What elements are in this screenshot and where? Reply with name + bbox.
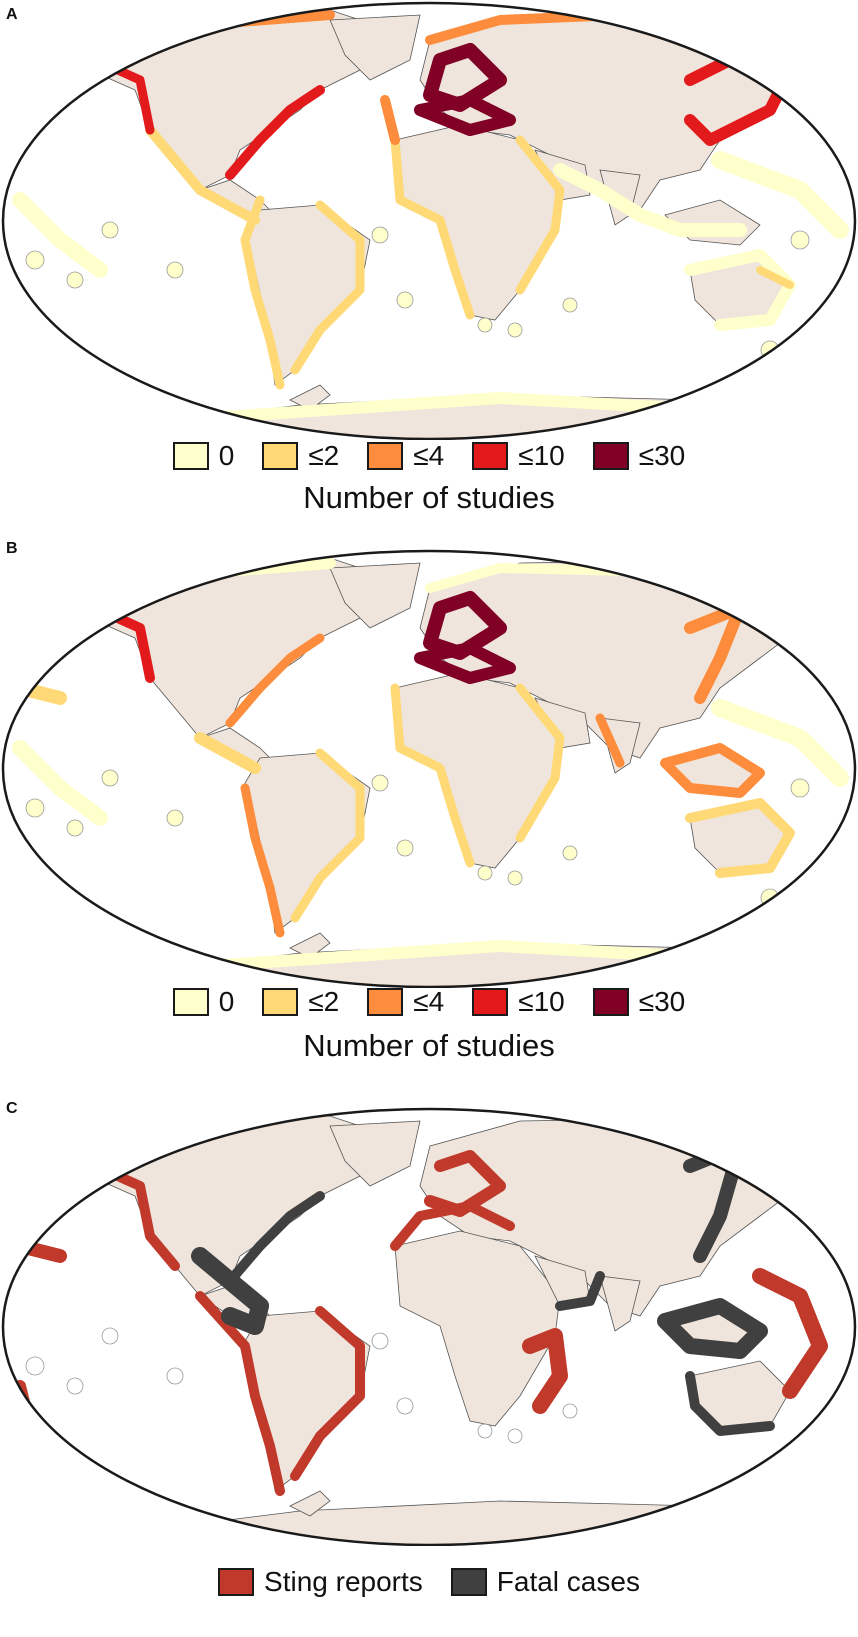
legend-c: Sting reports Fatal cases bbox=[0, 1566, 858, 1598]
legend-item: ≤4 bbox=[367, 986, 444, 1018]
legend-item: ≤10 bbox=[472, 440, 565, 472]
legend-swatch bbox=[592, 988, 629, 1016]
panel-b: B bbox=[0, 540, 858, 1080]
legend-swatch bbox=[472, 442, 509, 470]
legend-label: Fatal cases bbox=[496, 1566, 640, 1597]
legend-title: Number of studies bbox=[303, 1028, 555, 1063]
legend-label: ≤10 bbox=[518, 440, 565, 471]
legend-label: ≤10 bbox=[518, 986, 565, 1017]
legend-b: 0 ≤2 ≤4 ≤10 ≤30 bbox=[0, 986, 858, 1018]
panel-letter: C bbox=[6, 1100, 18, 1117]
legend-swatch bbox=[367, 988, 404, 1016]
legend-a: 0 ≤2 ≤4 ≤10 ≤30 bbox=[0, 440, 858, 472]
legend-swatch bbox=[172, 988, 209, 1016]
world-map-studies-a bbox=[1, 1, 857, 440]
legend-swatch bbox=[262, 988, 299, 1016]
legend-swatch bbox=[592, 442, 629, 470]
legend-item: 0 bbox=[172, 440, 235, 472]
legend-label: 0 bbox=[218, 440, 235, 471]
legend-label: ≤4 bbox=[413, 986, 445, 1017]
legend-item: Sting reports bbox=[218, 1566, 423, 1598]
legend-item: ≤30 bbox=[592, 440, 686, 472]
legend-title: Number of studies bbox=[303, 480, 555, 515]
legend-swatch bbox=[367, 442, 404, 470]
legend-label: ≤30 bbox=[638, 440, 686, 471]
island-markers bbox=[25, 221, 810, 360]
legend-item: ≤2 bbox=[262, 986, 339, 1018]
world-map-studies-b bbox=[1, 549, 857, 988]
legend-label: ≤2 bbox=[308, 440, 340, 471]
legend-label: ≤30 bbox=[638, 986, 686, 1017]
legend-swatch bbox=[450, 1568, 487, 1596]
legend-item: 0 bbox=[172, 986, 235, 1018]
island-outlines bbox=[25, 1327, 578, 1444]
legend-label: Sting reports bbox=[264, 1566, 423, 1597]
legend-label: ≤2 bbox=[308, 986, 340, 1017]
legend-swatch bbox=[218, 1568, 255, 1596]
legend-item: ≤4 bbox=[367, 440, 444, 472]
legend-item: ≤30 bbox=[592, 986, 686, 1018]
panel-letter: B bbox=[6, 540, 18, 557]
legend-label: 0 bbox=[218, 986, 235, 1017]
legend-swatch bbox=[262, 442, 299, 470]
legend-item: Fatal cases bbox=[450, 1566, 640, 1598]
panel-letter: A bbox=[6, 6, 18, 23]
legend-item: ≤2 bbox=[262, 440, 339, 472]
panel-a: A bbox=[0, 0, 858, 520]
legend-swatch bbox=[172, 442, 209, 470]
world-map-stings bbox=[1, 1107, 857, 1546]
legend-label: ≤4 bbox=[413, 440, 445, 471]
fatal-bands bbox=[191, 1139, 775, 1436]
legend-item: ≤10 bbox=[472, 986, 565, 1018]
panel-c: C bbox=[0, 1100, 858, 1637]
legend-swatch bbox=[472, 988, 509, 1016]
